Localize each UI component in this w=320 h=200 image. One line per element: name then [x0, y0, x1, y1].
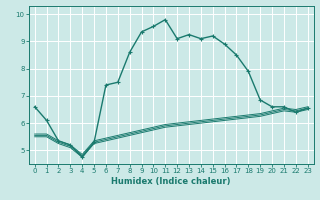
X-axis label: Humidex (Indice chaleur): Humidex (Indice chaleur): [111, 177, 231, 186]
